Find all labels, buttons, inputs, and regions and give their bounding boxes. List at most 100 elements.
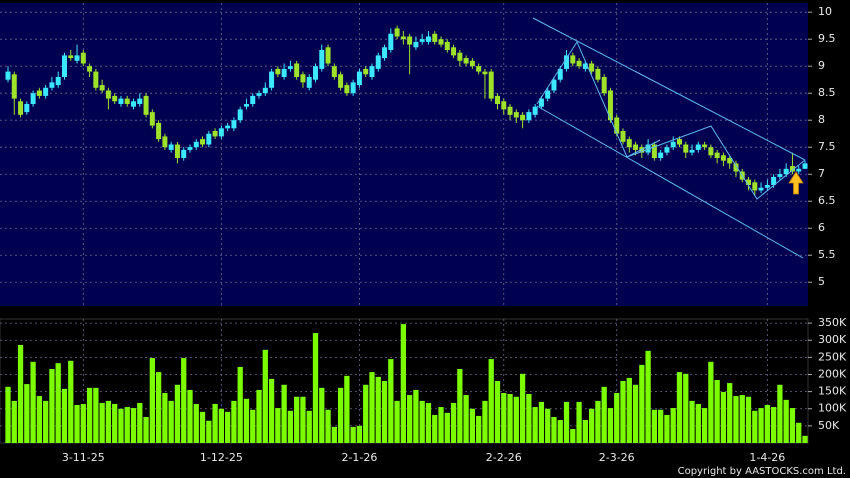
volume-bar xyxy=(325,409,331,443)
candle-body xyxy=(30,93,36,104)
copyright: Copyright by AASTOCKS.com Ltd. xyxy=(678,466,846,477)
volume-bar xyxy=(745,396,752,443)
y-tick-label: 100K xyxy=(818,402,847,415)
volume-bar xyxy=(381,381,388,443)
candle-body xyxy=(143,95,149,115)
x-tick-label: 3-11-25 xyxy=(62,451,105,464)
y-tick-label: 8.5 xyxy=(818,86,836,99)
volume-bar xyxy=(275,408,281,443)
volume-bar xyxy=(645,350,651,443)
volume-bar xyxy=(155,372,162,443)
volume-bar xyxy=(149,358,155,443)
volume-bar xyxy=(375,376,381,443)
y-tick-label: 8 xyxy=(818,113,825,126)
candle-body xyxy=(607,90,613,121)
volume-bar xyxy=(331,426,337,443)
x-tick-label: 1-12-25 xyxy=(200,451,243,464)
candle-body xyxy=(162,136,168,148)
candle-body xyxy=(702,144,708,148)
volume-bar xyxy=(463,395,469,443)
volume-bar xyxy=(796,422,802,443)
volume-bar xyxy=(733,396,739,443)
candle-body xyxy=(783,168,789,175)
candle-body xyxy=(105,90,111,99)
y-tick-label: 10 xyxy=(818,5,832,18)
volume-bar xyxy=(61,388,68,443)
candle-body xyxy=(438,39,444,45)
volume-bar xyxy=(30,361,36,443)
candle-body xyxy=(413,41,419,48)
volume-bar xyxy=(262,349,268,443)
candle-body xyxy=(300,74,306,83)
candle-body xyxy=(714,152,720,159)
candle-body xyxy=(432,33,438,42)
candle-body xyxy=(645,144,651,153)
candle-body xyxy=(369,66,375,77)
candle-body xyxy=(708,147,714,156)
volume-bar xyxy=(168,400,174,443)
candle-body xyxy=(557,68,563,80)
candle-body xyxy=(626,139,632,148)
volume-bar xyxy=(369,372,375,443)
candle-body xyxy=(281,68,287,77)
volume-bar xyxy=(770,407,777,443)
volume-bar xyxy=(670,408,676,443)
volume-bar xyxy=(708,361,714,443)
candle-body xyxy=(444,41,450,50)
volume-bar xyxy=(225,411,231,443)
volume-bar xyxy=(212,403,218,443)
y-tick-label: 5 xyxy=(818,275,825,288)
candle-body xyxy=(306,76,312,88)
candle-body xyxy=(595,68,601,80)
volume-bar xyxy=(538,401,545,443)
candle-body xyxy=(771,176,777,186)
candle-body xyxy=(695,144,701,150)
candle-body xyxy=(570,55,576,64)
candle-body xyxy=(193,141,199,148)
volume-bar xyxy=(86,387,93,443)
volume-bar xyxy=(469,408,476,443)
zigzag xyxy=(536,40,806,200)
volume-bar xyxy=(783,399,789,443)
volume-bar xyxy=(639,364,645,443)
candle-body xyxy=(137,98,143,104)
candle-body xyxy=(93,71,99,88)
candle-body xyxy=(206,133,212,145)
candle-body xyxy=(43,87,49,96)
volume-bar xyxy=(231,400,237,443)
volume-bar xyxy=(450,402,457,443)
candle-body xyxy=(149,112,155,126)
volume-bar xyxy=(319,387,325,443)
volume-bar xyxy=(24,384,30,443)
candle-body xyxy=(225,125,231,129)
candle-body xyxy=(601,76,607,94)
volume-bar xyxy=(36,396,43,443)
candle-body xyxy=(363,68,369,75)
y-tick-label: 50K xyxy=(818,419,840,432)
volume-bar xyxy=(676,372,683,443)
y-tick-label: 250K xyxy=(818,350,847,363)
y-tick-label: 300K xyxy=(818,333,847,346)
volume-bar xyxy=(17,345,24,443)
volume-bar xyxy=(419,400,425,443)
candle-body xyxy=(156,122,162,140)
inner-line xyxy=(626,139,661,158)
volume-bar xyxy=(49,369,55,443)
volume-bar xyxy=(162,392,168,443)
volume-bar xyxy=(256,389,262,443)
volume-bar xyxy=(614,392,620,443)
volume-bar xyxy=(651,409,658,443)
volume-bar xyxy=(43,400,49,443)
candle-body xyxy=(212,131,218,137)
volume-bar xyxy=(488,359,494,443)
candle-body xyxy=(256,93,262,96)
candle-body xyxy=(482,71,488,75)
channel-top xyxy=(532,17,806,161)
volume-bar xyxy=(11,400,17,443)
candle-body xyxy=(676,139,682,145)
candle-body xyxy=(325,47,331,64)
candle-body xyxy=(507,106,513,115)
candle-body xyxy=(55,76,61,86)
volume-bar xyxy=(714,379,720,443)
